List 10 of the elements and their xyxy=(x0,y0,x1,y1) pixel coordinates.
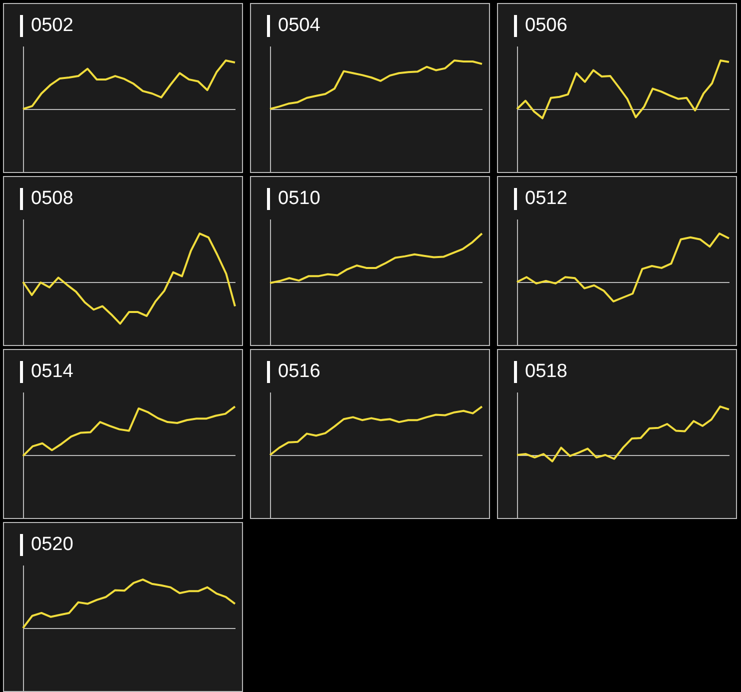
chart-title: 0502 xyxy=(31,15,74,37)
chart-title: 0512 xyxy=(525,188,568,210)
chart-title: 0510 xyxy=(278,188,320,210)
chart-title: 0504 xyxy=(278,15,320,37)
chart-title: 0514 xyxy=(31,361,74,383)
chart-title: 0508 xyxy=(31,188,74,210)
chart-title: 0506 xyxy=(525,15,568,37)
chart-title: 0518 xyxy=(525,361,568,383)
chart-title: 0516 xyxy=(278,361,320,383)
chart-title: 0520 xyxy=(31,534,74,556)
